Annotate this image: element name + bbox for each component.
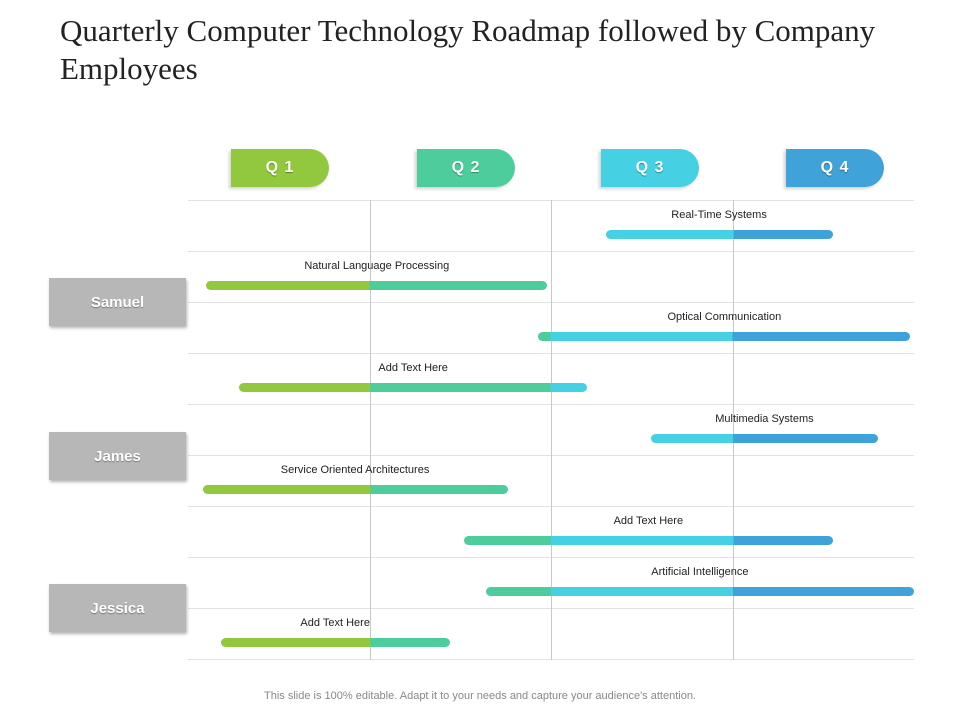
task-bar: [485, 587, 914, 596]
task-label: Optical Communication: [667, 311, 782, 323]
task-label: Add Text Here: [378, 362, 448, 374]
task-bar: [464, 536, 833, 545]
employee-jessica: Jessica: [49, 584, 186, 632]
page-title: Quarterly Computer Technology Roadmap fo…: [60, 13, 876, 86]
task-bar: [202, 485, 508, 494]
task-bar: [538, 332, 911, 341]
task-bar: [605, 230, 833, 239]
task-label: Multimedia Systems: [715, 413, 814, 425]
footer-note: This slide is 100% editable. Adapt it to…: [264, 690, 696, 702]
quarter-divider: [733, 200, 734, 660]
employee-samuel: Samuel: [49, 278, 186, 326]
task-label: Add Text Here: [613, 515, 684, 527]
task-bar: [206, 281, 548, 290]
task-bar: [651, 434, 878, 443]
quarter-divider: [551, 200, 552, 660]
task-label: Artificial Intelligence: [651, 566, 749, 578]
task-label: Add Text Here: [300, 617, 370, 629]
task-label: Natural Language Processing: [304, 260, 450, 272]
task-label: Service Oriented Architectures: [280, 464, 430, 476]
quarter-tab-1: Q 1: [231, 149, 329, 187]
task-bar: [238, 383, 588, 392]
task-bar: [220, 638, 450, 647]
quarter-divider: [370, 200, 371, 660]
quarter-tab-2: Q 2: [417, 149, 515, 187]
quarter-tab-3: Q 3: [601, 149, 699, 187]
employee-james: James: [49, 432, 186, 480]
quarter-tab-4: Q 4: [786, 149, 884, 187]
task-label: Real-Time Systems: [671, 209, 767, 221]
